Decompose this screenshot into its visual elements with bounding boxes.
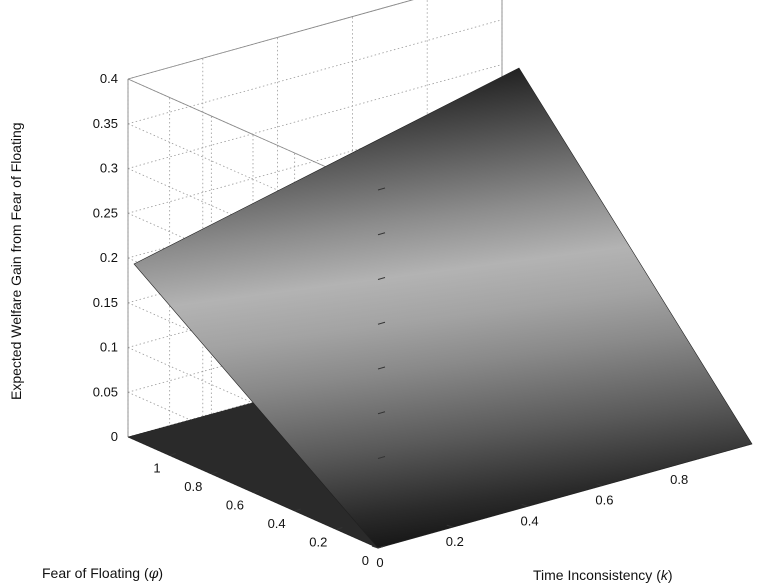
z-tick-label: 0.05	[93, 384, 118, 399]
k-tick-label: 0.4	[521, 513, 539, 528]
z-tick-label: 0.15	[93, 295, 118, 310]
z-tick-mark	[377, 500, 386, 504]
phi-tick-mark	[336, 527, 343, 530]
k-tick-mark	[521, 503, 528, 507]
z-tick-label: 0	[111, 429, 118, 444]
z-tick-mark	[377, 366, 386, 370]
k-tick-label: 0.6	[595, 493, 613, 508]
z-tick-label: 0.3	[100, 161, 118, 176]
z-tick-mark	[377, 411, 386, 415]
z-tick-mark	[377, 232, 386, 236]
phi-tick-label: 1	[153, 461, 160, 476]
z-tick-label: 0.2	[100, 250, 118, 265]
phi-tick-mark	[294, 508, 301, 512]
grid-line-z-back	[127, 0, 414, 80]
z-tick-label: 0.35	[93, 116, 118, 131]
k-tick-mark	[671, 462, 678, 466]
k-tick-mark	[596, 483, 603, 487]
phi-tick-label: 0	[362, 553, 369, 568]
phi-tick-mark	[211, 471, 218, 475]
z-tick-mark	[377, 456, 386, 459]
phi-tick-label: 0.2	[309, 535, 327, 550]
k-tick-label: 0.2	[446, 534, 464, 549]
phi-tick-mark	[377, 545, 385, 549]
phi-tick-label: 0.6	[226, 498, 244, 513]
z-tick-mark	[377, 321, 386, 325]
k-tick-mark	[371, 545, 379, 549]
z-tick-mark	[377, 277, 386, 280]
z-tick-label: 0.4	[100, 71, 118, 86]
phi-axis-ticks: 0 0.2 0.4 0.6 0.8 1	[153, 453, 385, 568]
k-tick-label: 0.8	[670, 472, 688, 487]
z-tick-label: 0.25	[93, 205, 118, 220]
surface-plane	[133, 67, 753, 549]
z-axis-label: Expected Welfare Gain from Fear of Float…	[8, 122, 24, 400]
phi-tick-label: 0.8	[184, 479, 202, 494]
k-tick-mark	[446, 524, 453, 528]
k-axis-ticks: 0 0.2 0.4 0.6 0.8	[371, 462, 688, 570]
z-axis-ticks: 0 0.05 0.1 0.15 0.2 0.25 0.3 0.35 0.4	[93, 71, 386, 549]
phi-tick-mark	[169, 453, 176, 456]
phi-tick-label: 0.4	[268, 516, 286, 531]
phi-tick-mark	[252, 490, 260, 493]
k-axis-label: Time Inconsistency (k)	[533, 567, 673, 583]
phi-axis-label: Fear of Floating (φ)	[42, 565, 163, 582]
k-tick-label: 0	[376, 555, 383, 570]
z-tick-mark	[377, 187, 386, 191]
z-tick-label: 0.1	[100, 340, 118, 355]
frame-edge-top-back	[127, 0, 414, 80]
